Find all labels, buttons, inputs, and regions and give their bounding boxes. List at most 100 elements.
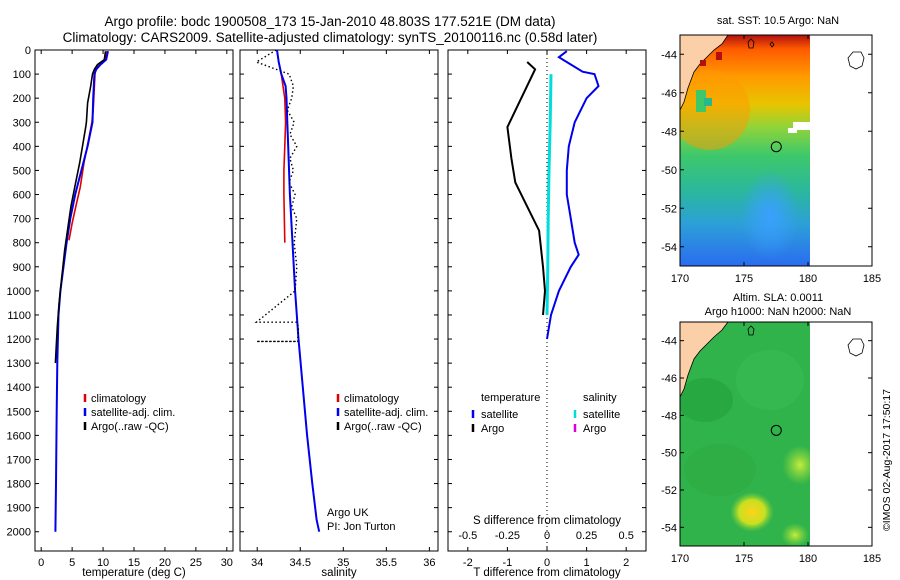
temp-y-tick-label: 1900: [7, 503, 31, 515]
sst-missing-data-2: [788, 128, 797, 133]
temp-y-tick-label: 600: [13, 190, 31, 202]
sla-float-position-marker: [770, 424, 782, 436]
sla-high-anomaly: [730, 492, 774, 532]
sal-argo-line: [254, 49, 300, 343]
sla-map: 170 175 180 185 -44 -46 -48 -50 -52 -54: [661, 321, 881, 565]
temp-y-tick-label: 1200: [7, 334, 31, 346]
sst-missing-data: [793, 122, 810, 130]
map-sla-x-tick-label: 180: [799, 553, 817, 565]
sal-x-tick-label: 35.5: [376, 557, 397, 569]
map-sla-x-tick-label: 185: [863, 553, 881, 565]
sal-annotation-pi: PI: Jon Turton: [327, 521, 395, 533]
sal-x-tick-label: 36: [423, 557, 435, 569]
temp-y-tick-label: 300: [13, 117, 31, 129]
map-sst-y-tick-label: -50: [661, 165, 677, 177]
map-sst-x-tick-label: 175: [735, 273, 753, 285]
diff-legend-entry: Argo: [481, 423, 504, 435]
sst-float-position-marker: [770, 141, 782, 153]
sst-green-patch-2: [704, 98, 712, 106]
sal-x-tick-label: 34.5: [290, 557, 311, 569]
copyright-footer: ©IMOS 02-Aug-2017 17:50:17: [881, 389, 893, 531]
sla-map-title-line2: Argo h1000: NaN h2000: NaN: [705, 306, 852, 318]
sst-map-title: sat. SST: 10.5 Argo: NaN: [717, 15, 839, 27]
map-sla-y-tick-label: -46: [661, 373, 677, 385]
difference-axes: -2 -1 0 1 2 -0.5 -0.25 0 0.25 0.5 S difference fro…: [447, 49, 647, 579]
temp-x-tick-label: 20: [159, 557, 171, 569]
temp-y-tick-label: 1100: [7, 310, 31, 322]
map-sla-y-tick-label: -50: [661, 448, 677, 460]
diff-t-tick-label: -1: [503, 557, 513, 569]
temp-x-tick-label: 10: [97, 557, 109, 569]
sal-legend-entry: climatology: [344, 393, 400, 405]
temp-y-tick-label: 100: [13, 69, 31, 81]
sal-x-tick-label: 35: [337, 557, 349, 569]
diff-s-satellite-line: [545, 74, 553, 316]
temp-legend-entry: climatology: [91, 393, 147, 405]
sal-legend-entry: Argo(..raw -QC): [344, 421, 422, 433]
sla-land: [680, 322, 729, 398]
diff-legend-entry: Argo: [583, 423, 606, 435]
map-sst-y-tick-label: -46: [661, 88, 677, 100]
diff-legend-entry: satellite: [481, 409, 518, 421]
salinity-axes-frame: [239, 49, 439, 552]
sst-map-frame: [679, 34, 873, 267]
temp-y-tick-label: 900: [13, 262, 31, 274]
figure-title-line2: Climatology: CARS2009. Satellite-adjuste…: [62, 30, 598, 45]
temp-y-tick-label: 1600: [7, 430, 31, 442]
temp-y-tick-label: 400: [13, 141, 31, 153]
map-sst-x-tick-label: 185: [863, 273, 881, 285]
map-sla-y-tick-label: -54: [661, 522, 677, 534]
temp-legend-entry: satellite-adj. clim.: [91, 407, 175, 419]
salinity-axes: 34 34.5 35 35.5 36 salinity climatology satell…: [239, 49, 439, 579]
temp-x-tick-label: 25: [190, 557, 202, 569]
sal-satellite-line: [276, 49, 321, 532]
map-sla-y-tick-label: -48: [661, 410, 677, 422]
sst-island: [747, 38, 755, 49]
diff-s-tick-label: 0.25: [576, 530, 597, 542]
diff-t-tick-label: 2: [623, 557, 629, 569]
sla-positive-patch: [782, 445, 810, 485]
sla-patch-3: [684, 444, 756, 496]
sst-land-pixel-2: [716, 52, 722, 60]
diff-t-tick-label: -2: [463, 557, 473, 569]
sst-map: 170 175 180 185 -44 -46 -48 -50 -52 -54: [661, 34, 881, 285]
diff-legend-header-salinity: salinity: [583, 392, 617, 404]
temp-y-tick-label: 700: [13, 214, 31, 226]
sal-x-axis-label: salinity: [321, 567, 356, 579]
map-sla-y-tick-label: -44: [661, 336, 677, 348]
sla-patch-1: [680, 378, 733, 422]
temp-y-tick-label: 1800: [7, 479, 31, 491]
sla-positive-patch-2: [781, 523, 809, 546]
temp-y-tick-label: 500: [13, 165, 31, 177]
diff-s-tick-label: -0.5: [458, 530, 477, 542]
diff-t-tick-label: 0: [544, 557, 550, 569]
temp-argo-line: [54, 51, 107, 364]
sst-no-data-east: [810, 35, 870, 266]
temp-satellite-line: [54, 50, 109, 532]
diff-t-satellite-line: [546, 50, 600, 340]
temp-y-tick-label: 1400: [7, 382, 31, 394]
diff-t-axis-label: T difference from climatology: [473, 567, 620, 579]
sst-islet: [769, 41, 775, 48]
temp-x-tick-label: 0: [38, 557, 44, 569]
temp-y-tick-label: 1700: [7, 454, 31, 466]
sst-green-patch: [696, 90, 706, 112]
diff-s-tick-label: 0.5: [619, 530, 634, 542]
temp-y-tick-label: 1500: [7, 406, 31, 418]
diff-s-tick-label: 0: [544, 530, 550, 542]
diff-s-axis-label: S difference from climatology: [473, 515, 621, 527]
temp-y-tick-label: 800: [13, 238, 31, 250]
sla-map-title-line1: Altim. SLA: 0.0011: [733, 292, 823, 304]
temp-legend-entry: Argo(..raw -QC): [91, 421, 169, 433]
temperature-axes: 0100200300400500600700800900100011001200…: [7, 45, 234, 579]
temp-y-tick-label: 1300: [7, 358, 31, 370]
sal-annotation-argo-uk: Argo UK: [327, 507, 369, 519]
temp-y-tick-label: 200: [13, 93, 31, 105]
map-sst-x-tick-label: 180: [799, 273, 817, 285]
sst-land-pixel: [700, 60, 706, 66]
sla-chatham-island: [847, 338, 865, 357]
sla-island: [747, 325, 755, 336]
diff-t-tick-label: 1: [584, 557, 590, 569]
map-sla-y-tick-label: -52: [661, 485, 677, 497]
